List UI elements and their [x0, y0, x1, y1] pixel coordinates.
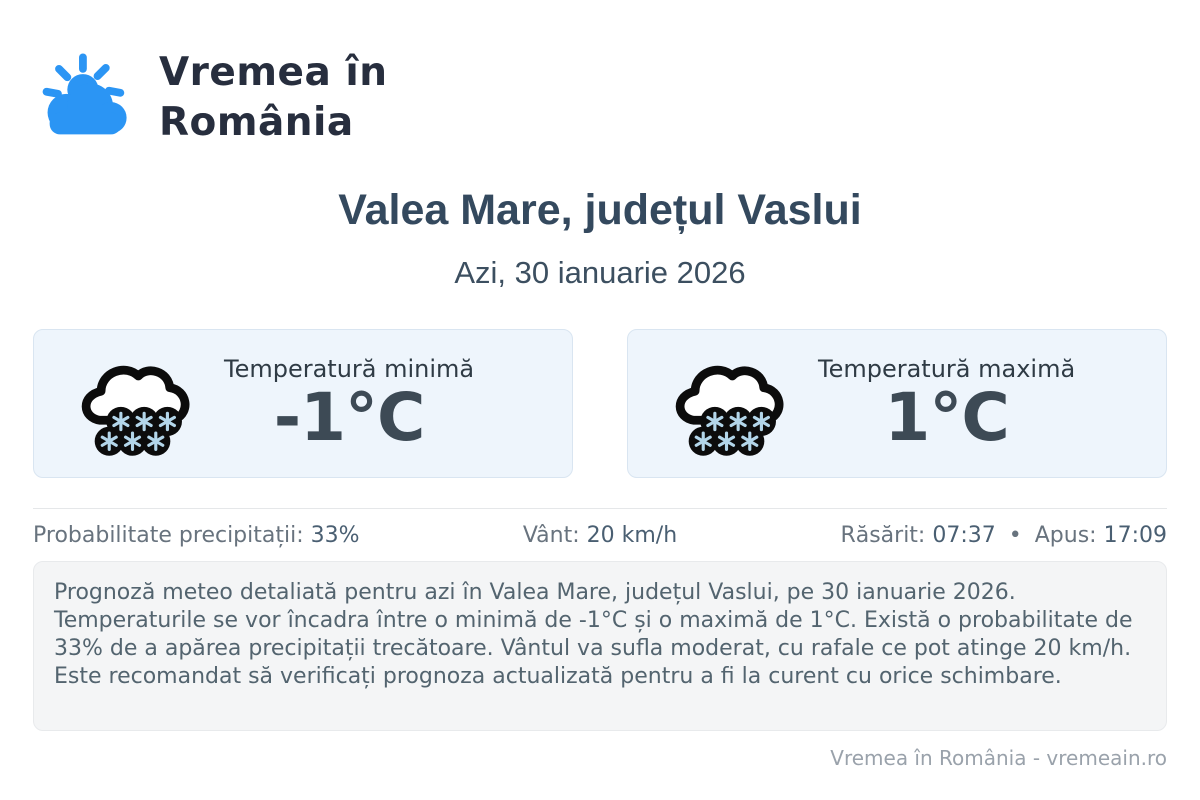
sunrise-label: Răsărit: [840, 523, 926, 548]
max-temperature-text: Temperatură maximă 1°C [818, 355, 1075, 452]
precipitation-value: 33% [310, 523, 360, 548]
snow-cloud-icon [72, 345, 200, 463]
precipitation-stat: Probabilitate precipitații: 33% [33, 523, 360, 548]
logo-title-line1: Vremea în [159, 50, 388, 96]
page-title: Valea Mare, județul Vaslui [338, 186, 862, 234]
weather-page: Vremea în România Valea Mare, județul Va… [33, 0, 1167, 770]
snow-cloud-icon [666, 345, 794, 463]
sunrise-value: 07:37 [932, 523, 996, 548]
date-subtitle: Azi, 30 ianuarie 2026 [454, 255, 746, 290]
max-temperature-value: 1°C [884, 378, 1009, 456]
min-temperature-label: Temperatură minimă [224, 354, 475, 383]
wind-stat: Vânt: 20 km/h [523, 523, 677, 548]
footer-attribution: Vremea în România - vremeain.ro [830, 746, 1167, 770]
sun-times-stat: Răsărit: 07:37 • Apus: 17:09 [840, 523, 1167, 548]
min-temperature-card: Temperatură minimă -1°C [33, 329, 573, 478]
precipitation-label: Probabilitate precipitații: [33, 523, 304, 548]
sunset-value: 17:09 [1103, 523, 1167, 548]
min-temperature-text: Temperatură minimă -1°C [224, 355, 474, 452]
temperature-cards: Temperatură minimă -1°C Temperatură maxi… [33, 329, 1167, 478]
forecast-description: Prognoză meteo detaliată pentru azi în V… [33, 561, 1167, 731]
logo-title-line2: România [159, 100, 354, 145]
logo: Vremea în România [33, 42, 1167, 154]
logo-sun-cloud-icon [42, 53, 127, 135]
bullet-separator: • [1008, 523, 1022, 548]
min-temperature-value: -1°C [273, 378, 426, 456]
stats-divider [33, 508, 1167, 509]
stats-row: Probabilitate precipitații: 33% Vânt: 20… [33, 523, 1167, 548]
max-temperature-label: Temperatură maximă [818, 354, 1076, 383]
wind-value: 20 km/h [586, 523, 678, 548]
logo-title: Vremea în România [159, 48, 387, 148]
wind-label: Vânt: [522, 523, 580, 548]
max-temperature-card: Temperatură maximă 1°C [627, 329, 1167, 478]
sunset-label: Apus: [1034, 523, 1097, 548]
